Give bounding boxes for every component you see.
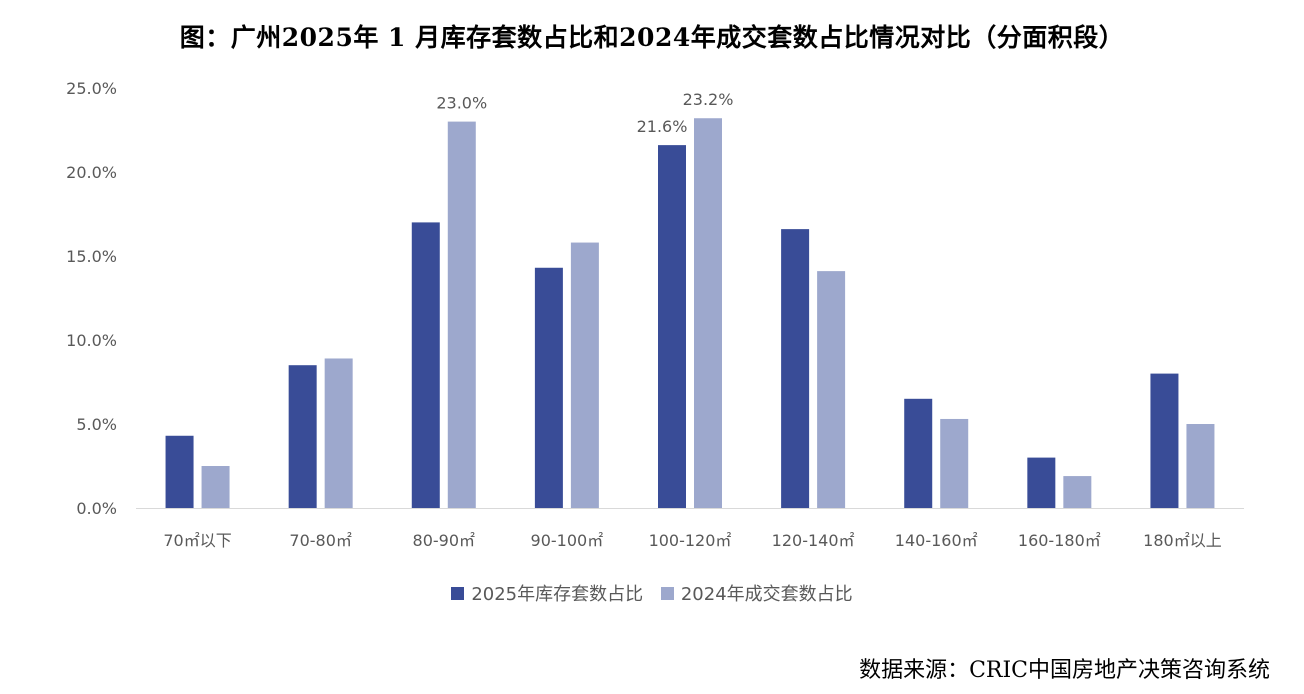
x-tick-label: 140-160㎡ [895, 531, 978, 550]
legend-swatch-transactions [660, 586, 674, 600]
x-tick-label: 120-140㎡ [772, 531, 855, 550]
bar-transactions [694, 118, 722, 509]
y-tick-label: 5.0% [76, 415, 117, 434]
legend-swatch-inventory [451, 586, 465, 600]
bar-transactions [1063, 476, 1092, 508]
bar-inventory [534, 267, 563, 508]
bar-inventory [904, 398, 933, 508]
bar-transactions [447, 121, 476, 508]
bar-inventory [165, 435, 194, 508]
x-tick-label: 100-120㎡ [649, 531, 732, 550]
legend-label-inventory: 2025年库存套数占比 [471, 584, 644, 605]
y-tick-label: 20.0% [66, 163, 117, 182]
bar-inventory [411, 222, 440, 508]
bar-transactions [570, 242, 599, 508]
y-tick-label: 25.0% [66, 79, 117, 98]
y-tick-label: 15.0% [66, 247, 117, 266]
data-label: 23.2% [683, 90, 734, 109]
bar-inventory [288, 365, 317, 508]
x-tick-label: 80-90㎡ [413, 531, 476, 550]
x-tick-label: 160-180㎡ [1018, 531, 1101, 550]
legend-label-transactions: 2024年成交套数占比 [680, 584, 853, 605]
bar-inventory [1150, 373, 1179, 508]
bar-transactions [940, 418, 969, 508]
bar-transactions [324, 358, 353, 508]
legend-item-transactions: 2024年成交套数占比 [660, 580, 853, 606]
bar-transactions [201, 466, 230, 508]
y-tick-label: 0.0% [76, 499, 117, 518]
bar-inventory [658, 145, 686, 508]
bar-inventory [781, 229, 810, 508]
chart-title: 图：广州2025年 1 月库存套数占比和2024年成交套数占比情况对比（分面积段… [179, 23, 1125, 52]
legend-item-inventory: 2025年库存套数占比 [451, 580, 643, 606]
bar-transactions [1186, 424, 1215, 508]
bar-inventory [1027, 457, 1056, 508]
y-tick-label: 10.0% [66, 331, 117, 350]
x-tick-label: 180㎡以上 [1143, 531, 1222, 550]
data-source: 数据来源：CRIC中国房地产决策咨询系统 [859, 658, 1270, 683]
x-tick-label: 70-80㎡ [289, 531, 352, 550]
x-tick-label: 90-100㎡ [531, 531, 604, 550]
legend: 2025年库存套数占比 2024年成交套数占比 [0, 580, 1304, 606]
bar-chart: 0.0% 5.0% 10.0% 15.0% 20.0% 25.0% 70㎡以下 70-80㎡ 8… [66, 79, 1244, 550]
data-label: 21.6% [637, 117, 688, 136]
x-tick-label: 70㎡以下 [163, 531, 231, 550]
data-label: 23.0% [436, 94, 487, 113]
bar-transactions [817, 271, 846, 508]
